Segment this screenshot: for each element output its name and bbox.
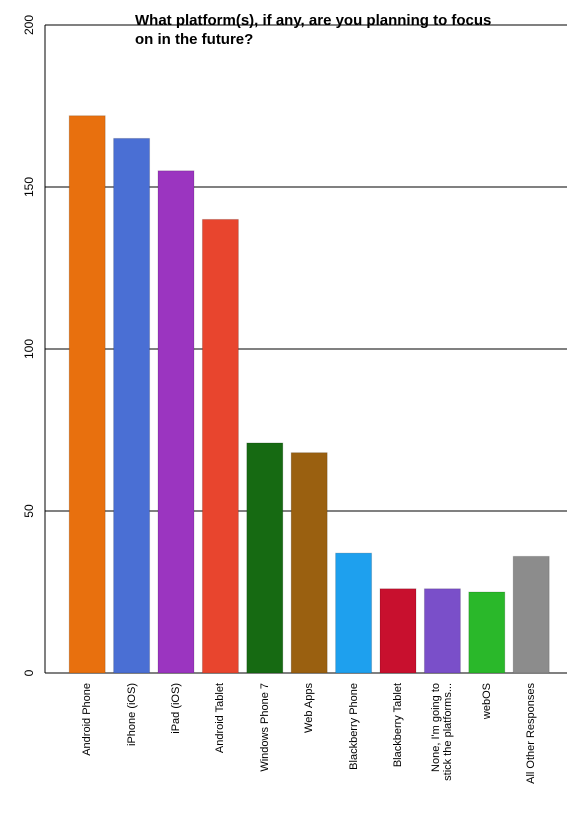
- x-tick-label: Blackberry Phone: [347, 683, 360, 770]
- x-tick-label: Android Tablet: [214, 683, 227, 754]
- y-tick-label: 200: [22, 15, 36, 35]
- bar: [423, 588, 461, 674]
- x-tick-label: iPhone (iOS): [125, 683, 138, 746]
- bar: [68, 115, 106, 674]
- x-tick-label: webOS: [480, 683, 493, 720]
- bar: [379, 588, 417, 674]
- bar: [157, 170, 195, 674]
- x-tick-label: Web Apps: [303, 683, 316, 733]
- y-tick-label: 50: [22, 504, 36, 518]
- x-tick-label: None, I'm going to stick the platforms..…: [430, 683, 455, 781]
- x-tick-label: Blackberry Tablet: [392, 683, 404, 768]
- bar: [113, 137, 151, 674]
- bar: [201, 218, 239, 674]
- x-tick-label: Windows Phone 7: [258, 683, 271, 772]
- y-tick-label: 0: [22, 669, 36, 676]
- y-tick-label: 100: [22, 339, 36, 359]
- y-tick-label: 150: [22, 177, 36, 197]
- bar: [468, 591, 506, 674]
- x-tick-label: iPad (iOS): [170, 683, 182, 734]
- bar: [512, 555, 550, 674]
- x-tick-label: Android Phone: [81, 683, 94, 756]
- bar: [246, 442, 284, 674]
- x-tick-label: All Other Responses: [525, 683, 538, 784]
- bar: [335, 552, 373, 674]
- bar: [290, 452, 328, 674]
- chart-title: What platform(s), if any, are you planni…: [135, 12, 492, 48]
